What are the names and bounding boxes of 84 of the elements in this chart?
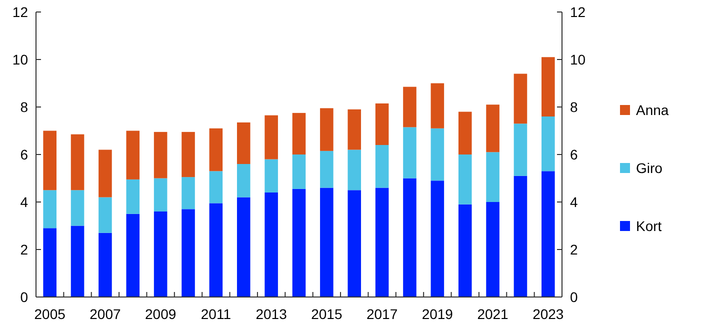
bar — [154, 178, 168, 212]
y-tick-label: 6 — [20, 146, 28, 162]
bar — [542, 57, 555, 116]
bar — [209, 203, 223, 297]
bar — [126, 130, 140, 180]
x-tick-label: 2011 — [200, 306, 232, 322]
x-tick-label: 2005 — [34, 306, 66, 322]
bar — [458, 154, 472, 204]
legend-label: Giro — [636, 160, 663, 176]
bar — [458, 112, 472, 154]
bar — [514, 74, 528, 124]
bar — [430, 83, 444, 128]
bar — [98, 197, 112, 233]
y2-tick-label: 4 — [570, 194, 578, 210]
bar — [182, 209, 195, 297]
bar — [514, 176, 528, 297]
bar — [236, 197, 250, 297]
bar — [486, 202, 500, 297]
y-tick-label: 2 — [20, 241, 28, 258]
bar — [320, 150, 334, 188]
y-tick-label: 12 — [12, 4, 28, 20]
bar — [486, 104, 500, 152]
bar — [209, 128, 223, 172]
bar — [348, 190, 362, 297]
x-tick-label: 2017 — [366, 306, 398, 322]
bar — [126, 179, 140, 214]
bar — [542, 171, 555, 297]
bar — [320, 108, 334, 151]
x-tick-label: 2021 — [477, 306, 509, 322]
y-tick-label: 8 — [20, 98, 28, 115]
bar — [98, 150, 112, 198]
x-tick-label: 2015 — [311, 306, 342, 322]
bar — [43, 130, 56, 190]
x-tick-label: 2009 — [145, 306, 176, 322]
bar — [154, 212, 168, 297]
y-tick-label: 10 — [12, 51, 28, 68]
y2-tick-label: 8 — [570, 98, 578, 115]
bar — [348, 150, 362, 190]
bar — [375, 188, 389, 297]
y2-tick-label: 0 — [570, 288, 578, 305]
legend-label: Anna — [636, 102, 669, 118]
bar — [154, 132, 168, 178]
bar — [348, 109, 362, 150]
bar — [320, 188, 334, 297]
bar — [182, 177, 195, 210]
bar — [514, 124, 528, 176]
bar — [292, 188, 306, 297]
x-tick-label: 2007 — [90, 306, 121, 322]
y2-tick-label: 12 — [570, 4, 586, 20]
bar — [403, 127, 416, 178]
bar — [70, 134, 84, 190]
y2-tick-label: 10 — [570, 51, 586, 68]
y2-tick-label: 6 — [570, 146, 578, 162]
bar — [236, 164, 250, 198]
bar — [70, 190, 84, 226]
bar — [264, 115, 278, 160]
bar — [98, 232, 112, 297]
bar — [43, 190, 56, 228]
x-tick-label: 2023 — [532, 306, 564, 322]
bar — [458, 204, 472, 297]
bar — [375, 103, 389, 145]
bar — [126, 214, 140, 297]
x-tick-label: 2013 — [256, 306, 288, 322]
y2-tick-label: 2 — [570, 241, 578, 258]
bar — [292, 154, 306, 189]
bar — [430, 128, 444, 181]
bar — [209, 171, 223, 204]
bar — [430, 180, 444, 297]
bar — [236, 122, 250, 164]
bar — [43, 228, 56, 297]
bar — [182, 132, 195, 178]
bar — [403, 178, 416, 297]
bar — [486, 152, 500, 202]
bar — [375, 145, 389, 188]
bar — [542, 116, 555, 172]
y-tick-label: 4 — [20, 194, 28, 210]
x-tick-label: 2019 — [422, 306, 454, 322]
bar — [264, 159, 278, 192]
bar — [70, 226, 84, 297]
bar — [264, 192, 278, 297]
legend-label: Kort — [636, 218, 662, 234]
y-tick-label: 0 — [20, 288, 28, 305]
bar — [403, 86, 416, 128]
bar — [292, 112, 306, 154]
